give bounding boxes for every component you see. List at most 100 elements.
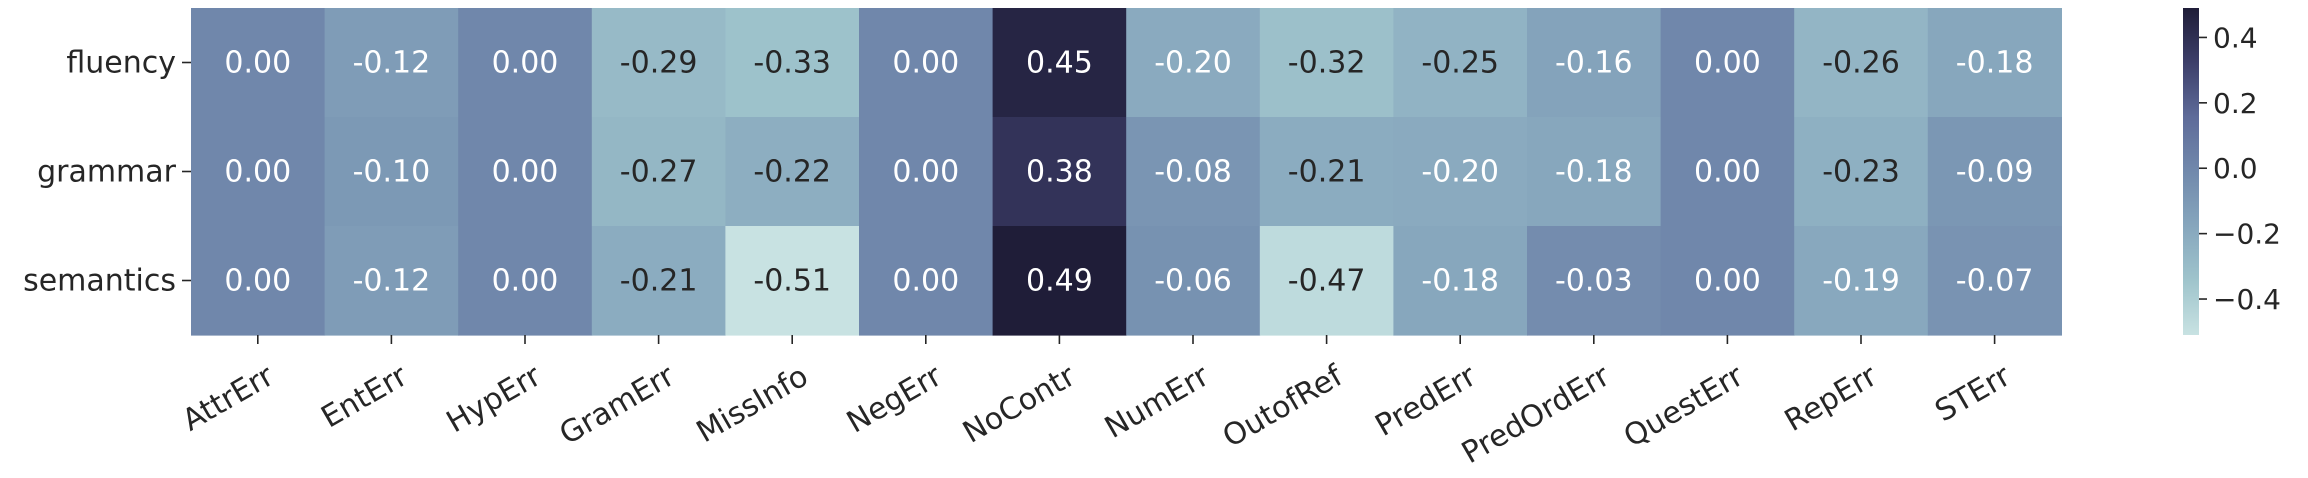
heatmap-cell — [1794, 8, 1929, 118]
cell-value-label: -0.21 — [620, 264, 698, 299]
cell-value-label: -0.20 — [1154, 46, 1232, 81]
heatmap-cell — [992, 226, 1127, 336]
heatmap-cell — [458, 117, 593, 227]
cell-value-label: 0.00 — [1694, 46, 1761, 81]
x-tick-label: EntErr — [316, 358, 414, 435]
heatmap-cell — [591, 8, 726, 118]
heatmap-cell — [1393, 226, 1528, 336]
cell-value-label: -0.32 — [1288, 46, 1366, 81]
x-tick-label: PredErr — [1370, 358, 1483, 444]
cell-value-label: 0.49 — [1026, 264, 1093, 299]
cell-value-label: -0.19 — [1822, 264, 1900, 299]
heatmap-cell — [725, 8, 860, 118]
cell-value-label: 0.00 — [892, 46, 959, 81]
cell-value-label: -0.18 — [1421, 264, 1499, 299]
heatmap-cell — [1393, 117, 1528, 227]
cell-value-label: -0.16 — [1555, 46, 1633, 81]
cell-value-label: -0.21 — [1288, 155, 1366, 190]
heatmap-cell — [725, 117, 860, 227]
heatmap-cell — [1927, 8, 2062, 118]
cell-value-label: -0.10 — [353, 155, 431, 190]
cell-value-label: -0.09 — [1956, 155, 2034, 190]
cell-value-label: -0.22 — [753, 155, 831, 190]
x-tick-label: RepErr — [1779, 358, 1884, 439]
heatmap-cell — [191, 226, 326, 336]
colorbar-gradient — [2183, 8, 2199, 335]
cell-value-label: -0.12 — [353, 46, 431, 81]
cell-value-label: 0.00 — [1694, 155, 1761, 190]
cell-value-label: -0.07 — [1956, 264, 2034, 299]
cell-value-label: -0.20 — [1421, 155, 1499, 190]
heatmap-cell — [1527, 226, 1662, 336]
heatmap-cell — [324, 117, 459, 227]
cell-value-label: -0.51 — [753, 264, 831, 299]
heatmap-cell — [1259, 117, 1394, 227]
cell-value-label: -0.47 — [1288, 264, 1366, 299]
heatmap-cell — [591, 117, 726, 227]
x-axis: AttrErr EntErr HypErr GramErr MissInfo NegErr… — [177, 335, 2017, 471]
heatmap-cell — [458, 8, 593, 118]
cell-value-label: 0.00 — [224, 46, 291, 81]
cell-value-label: -0.26 — [1822, 46, 1900, 81]
heatmap-cell — [725, 226, 860, 336]
x-tick-label: NoContr — [957, 358, 1082, 450]
cell-value-label: 0.38 — [1026, 155, 1093, 190]
colorbar-tick-label: 0.4 — [2213, 21, 2258, 54]
heatmap-cell — [1927, 226, 2062, 336]
x-tick-label: AttrErr — [177, 358, 281, 438]
heatmap-cell — [859, 226, 994, 336]
heatmap-cell — [859, 117, 994, 227]
heatmap-cell — [191, 117, 326, 227]
cell-value-label: -0.12 — [353, 264, 431, 299]
heatmap-cell — [1927, 117, 2062, 227]
colorbar-tick-label: 0.2 — [2213, 87, 2258, 120]
heatmap-cell — [458, 226, 593, 336]
heatmap-cell — [591, 226, 726, 336]
cell-value-label: 0.00 — [892, 155, 959, 190]
x-tick-label: PredOrdErr — [1456, 358, 1616, 471]
heatmap-cell — [1126, 226, 1261, 336]
cell-value-label: 0.00 — [492, 264, 559, 299]
heatmap-cells — [191, 8, 2062, 336]
cell-value-label: -0.25 — [1421, 46, 1499, 81]
x-tick-label: QuestErr — [1618, 358, 1750, 454]
heatmap-cell — [1660, 226, 1795, 336]
heatmap-cell — [992, 117, 1127, 227]
heatmap-cell — [324, 226, 459, 336]
heatmap-cell — [191, 8, 326, 118]
cell-value-label: 0.45 — [1026, 46, 1093, 81]
cell-value-label: -0.27 — [620, 155, 698, 190]
cell-value-label: -0.23 — [1822, 155, 1900, 190]
colorbar-tick-label: 0.0 — [2213, 152, 2258, 185]
heatmap-cell — [1660, 8, 1795, 118]
x-tick-label: GramErr — [554, 358, 681, 452]
heatmap-cell — [1259, 8, 1394, 118]
y-axis: fluency grammar semantics — [23, 46, 191, 299]
heatmap-cell — [1660, 117, 1795, 227]
y-tick-label: grammar — [37, 155, 177, 190]
heatmap-cell — [1527, 8, 1662, 118]
heatmap-cell — [1259, 226, 1394, 336]
y-tick-label: fluency — [66, 46, 176, 81]
colorbar-tick-label: −0.2 — [2213, 218, 2281, 251]
heatmap-cell — [1393, 8, 1528, 118]
cell-value-label: 0.00 — [492, 155, 559, 190]
cell-value-label: -0.33 — [753, 46, 831, 81]
heatmap-cell — [1126, 117, 1261, 227]
cell-value-label: -0.06 — [1154, 264, 1232, 299]
heatmap-cell-labels: 0.00 -0.12 0.00 -0.29 -0.33 0.00 0.45 -0.20 -0.3… — [224, 46, 2033, 299]
x-tick-label: HypErr — [441, 358, 548, 440]
colorbar: 0.4 0.2 0.0 −0.2 −0.4 — [2183, 8, 2281, 335]
x-tick-label: OutofRef — [1217, 358, 1350, 455]
cell-value-label: -0.29 — [620, 46, 698, 81]
heatmap-cell — [1794, 117, 1929, 227]
heatmap-cell — [1527, 117, 1662, 227]
cell-value-label: -0.03 — [1555, 264, 1633, 299]
colorbar-tick-label: −0.4 — [2213, 283, 2281, 316]
cell-value-label: 0.00 — [1694, 264, 1761, 299]
heatmap-cell — [324, 8, 459, 118]
cell-value-label: -0.18 — [1956, 46, 2034, 81]
cell-value-label: 0.00 — [224, 155, 291, 190]
cell-value-label: 0.00 — [224, 264, 291, 299]
cell-value-label: -0.18 — [1555, 155, 1633, 190]
